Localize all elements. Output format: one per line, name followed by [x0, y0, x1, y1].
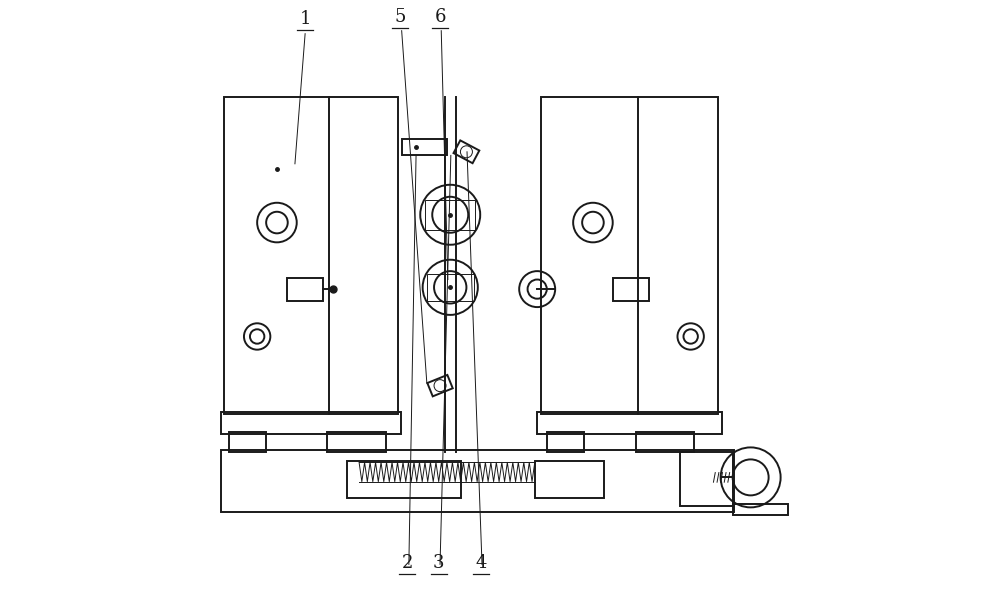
Text: 3: 3 [433, 554, 445, 572]
Bar [541, 97, 718, 415]
Bar [347, 461, 461, 498]
Text: 5: 5 [394, 8, 406, 26]
Bar [613, 278, 649, 300]
Bar [537, 412, 722, 433]
Bar [287, 278, 323, 300]
Bar [425, 200, 475, 230]
Text: 4: 4 [475, 554, 486, 572]
Bar [547, 432, 584, 451]
Text: 6: 6 [434, 8, 446, 26]
Bar [680, 451, 733, 505]
Bar [427, 274, 474, 300]
Bar [733, 504, 788, 514]
Bar [224, 97, 398, 415]
Bar [221, 450, 734, 511]
Bar [535, 461, 604, 498]
Bar [636, 432, 694, 451]
Text: 2: 2 [401, 554, 413, 572]
Bar [327, 432, 386, 451]
Bar [229, 432, 266, 451]
Text: 1: 1 [299, 10, 311, 28]
Bar [221, 412, 401, 433]
Bar [402, 139, 447, 156]
